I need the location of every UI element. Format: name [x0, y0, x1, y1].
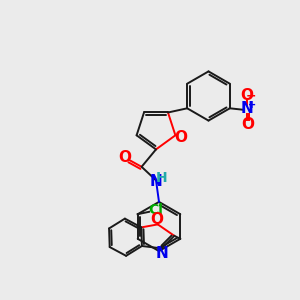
Text: +: + [248, 100, 256, 110]
Text: O: O [150, 212, 163, 227]
Text: O: O [118, 150, 132, 165]
Text: O: O [241, 88, 254, 103]
Text: N: N [155, 246, 168, 261]
Text: N: N [150, 174, 162, 189]
Text: N: N [241, 101, 253, 116]
Text: O: O [174, 130, 187, 145]
Text: O: O [242, 117, 255, 132]
Text: −: − [246, 89, 257, 102]
Text: H: H [156, 171, 168, 185]
Text: Cl: Cl [148, 203, 163, 217]
